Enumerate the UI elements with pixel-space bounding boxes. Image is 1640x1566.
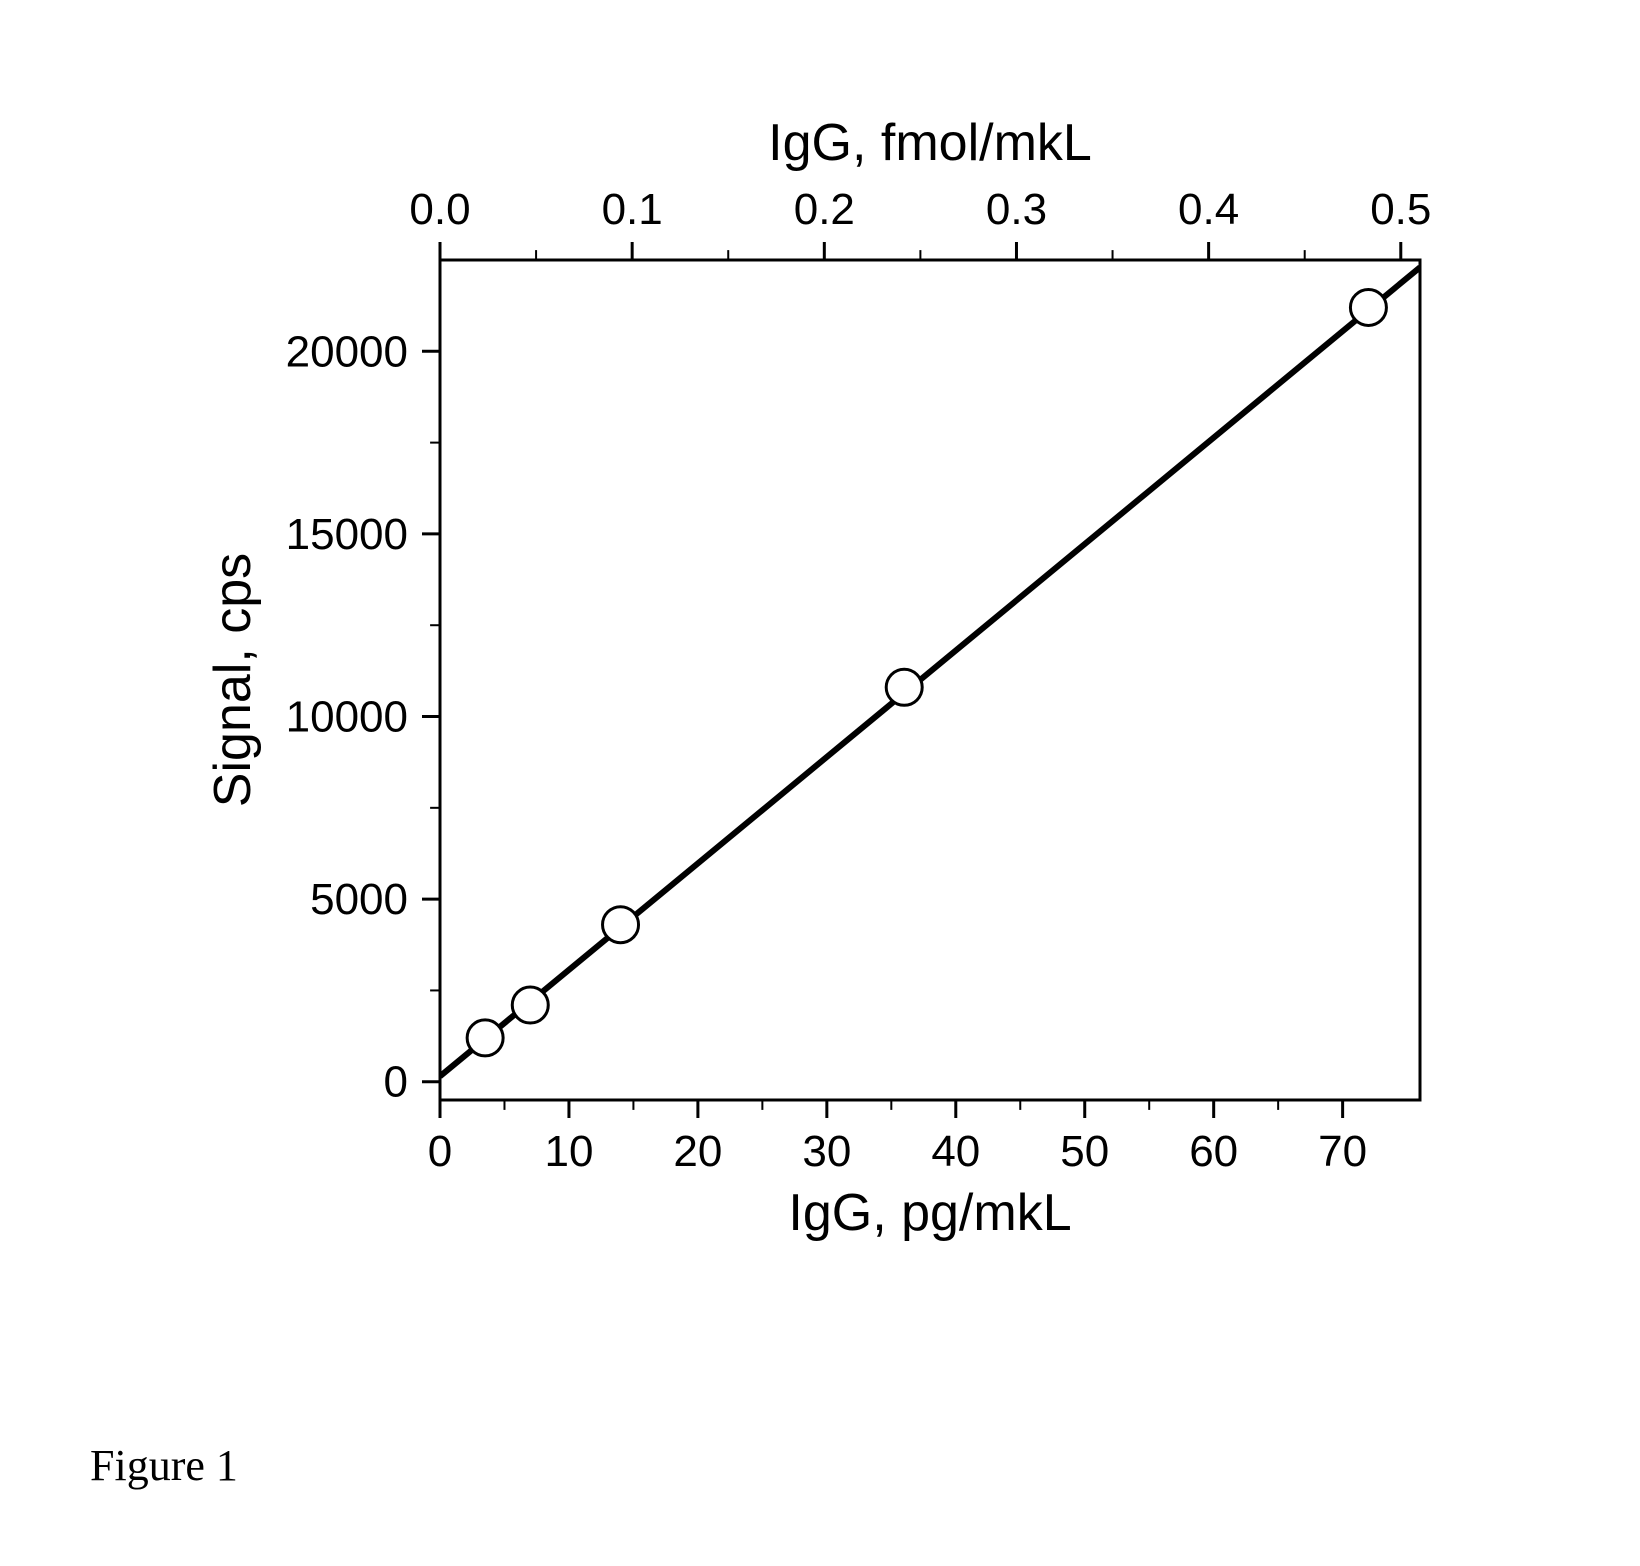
x-bottom-axis-label: IgG, pg/mkL [788, 1184, 1071, 1242]
x-bottom-tick-label: 40 [931, 1127, 980, 1176]
x-bottom-tick-label: 50 [1060, 1127, 1109, 1176]
y-tick-label: 20000 [286, 327, 408, 376]
data-point [603, 907, 639, 943]
data-point [467, 1020, 503, 1056]
x-bottom-tick-label: 60 [1189, 1127, 1238, 1176]
x-top-tick-label: 0.0 [409, 185, 470, 234]
data-point [886, 669, 922, 705]
x-bottom-tick-label: 30 [802, 1127, 851, 1176]
y-tick-label: 15000 [286, 510, 408, 559]
x-top-tick-label: 0.3 [986, 185, 1047, 234]
scatter-chart: 0 10 20 30 40 50 60 70 0.0 0.1 0.2 0.3 0.4 0.5 0 5000 10… [180, 50, 1460, 1330]
x-top-tick-label: 0.5 [1370, 185, 1431, 234]
x-top-axis-label: IgG, fmol/mkL [768, 114, 1092, 172]
chart-container: 0 10 20 30 40 50 60 70 0.0 0.1 0.2 0.3 0.4 0.5 0 5000 10… [180, 50, 1460, 1330]
x-top-tick-label: 0.2 [794, 185, 855, 234]
data-point [1350, 289, 1386, 325]
data-point [512, 987, 548, 1023]
y-axis-label: Signal, cps [204, 553, 262, 807]
x-bottom-tick-label: 20 [673, 1127, 722, 1176]
y-tick-label: 5000 [310, 875, 408, 924]
x-bottom-tick-label: 0 [428, 1127, 452, 1176]
x-bottom-tick-label: 10 [544, 1127, 593, 1176]
y-tick-label: 10000 [286, 693, 408, 742]
x-top-tick-label: 0.4 [1178, 185, 1239, 234]
y-tick-label: 0 [384, 1058, 408, 1107]
x-top-tick-label: 0.1 [602, 185, 663, 234]
figure-label: Figure 1 [90, 1440, 238, 1491]
x-bottom-tick-label: 70 [1318, 1127, 1367, 1176]
